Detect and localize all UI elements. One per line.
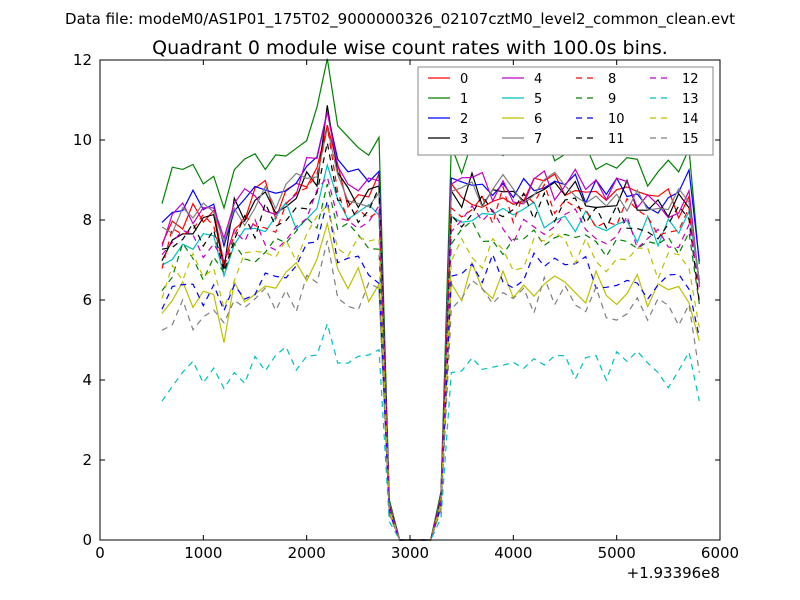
x-tick-label: 0 bbox=[95, 544, 105, 562]
legend-label-4: 4 bbox=[534, 72, 542, 87]
legend-label-10: 10 bbox=[608, 112, 625, 127]
legend-label-1: 1 bbox=[460, 92, 468, 107]
y-tick-label: 4 bbox=[82, 371, 92, 389]
series-line-3 bbox=[161, 105, 700, 541]
legend-label-5: 5 bbox=[534, 92, 542, 107]
x-tick-label: 2000 bbox=[288, 544, 326, 562]
legend-label-2: 2 bbox=[460, 112, 468, 127]
legend-label-6: 6 bbox=[534, 112, 542, 127]
y-tick-label: 8 bbox=[82, 211, 92, 229]
series-line-9 bbox=[161, 183, 700, 541]
x-tick-label: 6000 bbox=[701, 544, 739, 562]
legend-label-14: 14 bbox=[682, 112, 699, 127]
x-tick-label: 3000 bbox=[391, 544, 429, 562]
legend-label-13: 13 bbox=[682, 92, 699, 107]
y-tick-label: 6 bbox=[82, 291, 92, 309]
x-offset-label: +1.93396e8 bbox=[627, 564, 720, 582]
legend-label-0: 0 bbox=[460, 72, 468, 87]
legend-label-15: 15 bbox=[682, 132, 699, 147]
y-tick-label: 10 bbox=[73, 131, 92, 149]
y-tick-label: 0 bbox=[82, 531, 92, 549]
x-tick-label: 1000 bbox=[184, 544, 222, 562]
series-line-13 bbox=[161, 321, 700, 541]
series-line-10 bbox=[161, 200, 700, 541]
series-line-7 bbox=[161, 127, 700, 541]
datafile-header: Data file: modeM0/AS1P01_175T02_90000003… bbox=[65, 10, 735, 29]
chart-title: Quadrant 0 module wise count rates with … bbox=[152, 37, 668, 59]
legend-label-12: 12 bbox=[682, 72, 699, 87]
series-line-14 bbox=[161, 203, 700, 541]
x-tick-label: 4000 bbox=[494, 544, 532, 562]
legend-label-8: 8 bbox=[608, 72, 616, 87]
y-tick-label: 2 bbox=[82, 451, 92, 469]
legend-box bbox=[417, 66, 714, 156]
series-line-4 bbox=[161, 111, 700, 541]
series-line-2 bbox=[161, 111, 700, 541]
legend-label-3: 3 bbox=[460, 132, 468, 147]
series-line-8 bbox=[161, 126, 700, 541]
legend-label-7: 7 bbox=[534, 132, 542, 147]
legend-label-9: 9 bbox=[608, 92, 616, 107]
legend-label-11: 11 bbox=[608, 132, 625, 147]
series-line-15 bbox=[161, 240, 700, 541]
x-tick-label: 5000 bbox=[598, 544, 636, 562]
y-tick-label: 12 bbox=[73, 51, 92, 69]
series-line-0 bbox=[161, 125, 700, 541]
